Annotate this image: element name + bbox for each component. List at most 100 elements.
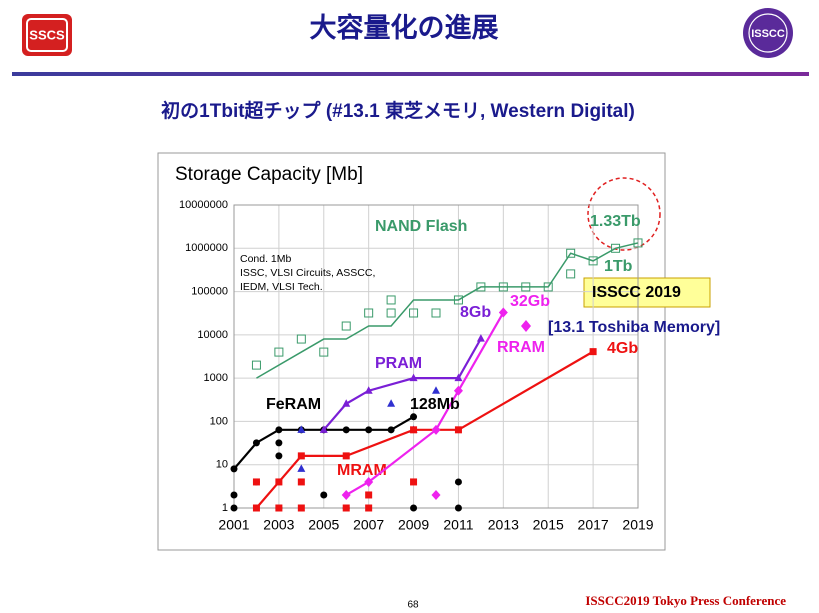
- point: [410, 426, 418, 434]
- point: [275, 452, 283, 460]
- annotation: [13.1 Toshiba Memory]: [548, 319, 720, 336]
- point: [297, 504, 305, 512]
- point: [230, 465, 238, 473]
- annotation: 8Gb: [460, 304, 491, 321]
- point: [275, 504, 283, 512]
- badge: [743, 8, 793, 58]
- x-tick-label: 2019: [622, 517, 653, 533]
- point: [454, 373, 463, 382]
- point: [453, 295, 463, 305]
- annotation: 1Tb: [604, 258, 633, 275]
- badge-ring: [748, 13, 788, 53]
- point: [230, 504, 238, 512]
- point: [297, 478, 305, 486]
- badge-text: ISSCC: [751, 28, 785, 40]
- point: [521, 282, 531, 292]
- note-line: ISSC, VLSI Circuits, ASSCC,: [240, 267, 375, 279]
- logo-box: [22, 14, 72, 56]
- point: [364, 476, 374, 487]
- y-tick-label: 10: [216, 459, 228, 471]
- point: [274, 347, 284, 357]
- point: [476, 334, 485, 342]
- point: [252, 439, 260, 447]
- point: [365, 504, 373, 512]
- point: [252, 504, 260, 512]
- point: [432, 386, 440, 394]
- x-tick-label: 2009: [398, 517, 429, 533]
- point: [410, 478, 418, 486]
- point: [341, 321, 351, 331]
- point: [342, 399, 351, 407]
- point: [453, 385, 463, 396]
- point: [498, 307, 508, 318]
- point: [409, 373, 418, 382]
- point: [297, 452, 305, 460]
- y-tick-label: 100000: [191, 285, 228, 297]
- series-line: [322, 338, 482, 431]
- point: [319, 347, 329, 357]
- x-tick-label: 2005: [308, 517, 339, 533]
- point: [252, 478, 260, 486]
- point: [275, 439, 283, 447]
- point: [387, 399, 396, 407]
- point: [297, 464, 306, 472]
- y-tick-label: 1: [222, 502, 228, 514]
- y-tick-label: 10000: [197, 329, 228, 341]
- point: [476, 282, 486, 292]
- logo-text: SSCS: [29, 27, 65, 42]
- series-line: [256, 242, 639, 379]
- x-tick-label: 2017: [578, 517, 609, 533]
- series-label: PRAM: [375, 355, 422, 372]
- point: [341, 489, 351, 500]
- point: [320, 491, 328, 499]
- point: [386, 295, 396, 305]
- y-tick-label: 1000: [204, 372, 228, 384]
- logo-frame: [26, 18, 68, 52]
- y-tick-label: 100: [210, 415, 228, 427]
- annotation: 1.33Tb: [590, 213, 641, 230]
- point: [410, 413, 418, 421]
- point: [297, 425, 306, 433]
- annotation: 4Gb: [607, 340, 638, 357]
- x-tick-label: 2011: [443, 517, 473, 533]
- annotation: 128Mb: [410, 396, 460, 413]
- point: [364, 386, 373, 394]
- point: [589, 348, 597, 356]
- point: [431, 489, 441, 500]
- series-label: RRAM: [497, 339, 545, 356]
- annotation: 32Gb: [510, 293, 550, 310]
- point: [543, 282, 553, 292]
- point: [566, 269, 576, 279]
- x-tick-label: 2001: [218, 517, 249, 533]
- point: [230, 491, 238, 499]
- series-label: NAND Flash: [375, 218, 467, 235]
- point: [365, 426, 373, 434]
- point: [251, 360, 261, 370]
- point: [342, 426, 350, 434]
- x-tick-label: 2003: [263, 517, 294, 533]
- point: [319, 425, 328, 433]
- x-tick-label: 2013: [488, 517, 519, 533]
- callout-box: [583, 277, 711, 308]
- point: [275, 426, 283, 434]
- page-number: 68: [407, 600, 419, 611]
- point: [611, 243, 621, 253]
- point: [431, 308, 441, 318]
- point: [364, 308, 374, 318]
- x-tick-label: 2007: [353, 517, 384, 533]
- point: [387, 426, 395, 434]
- point: [342, 452, 350, 460]
- point: [566, 248, 576, 258]
- point: [409, 308, 419, 318]
- y-tick-label: 10000000: [179, 199, 228, 211]
- point: [454, 478, 462, 486]
- subtitle: 初の1Tbit超チップ (#13.1 東芝メモリ, Western Digita…: [161, 99, 635, 122]
- note-line: Cond. 1Mb: [240, 253, 292, 265]
- point: [275, 478, 283, 486]
- point: [431, 424, 441, 435]
- point: [588, 256, 598, 266]
- annotation: ISSCC 2019: [592, 284, 681, 301]
- series-label: FeRAM: [266, 396, 321, 413]
- footer-text: ISSCC2019 Tokyo Press Conference: [585, 593, 786, 608]
